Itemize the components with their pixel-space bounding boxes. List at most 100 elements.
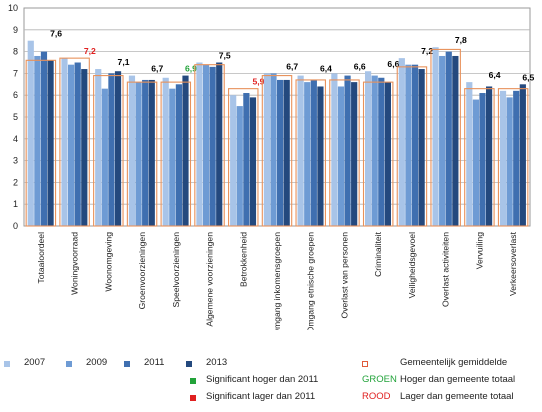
bar — [506, 97, 513, 226]
legend-average-label: Gemeentelijk gemiddelde — [400, 357, 508, 368]
data-label: 7,1 — [118, 57, 130, 67]
x-tick-label: Veiligheidsgevoel — [407, 232, 417, 299]
bar — [378, 77, 385, 226]
data-label: 7,2 — [421, 46, 433, 56]
data-label: 6,7 — [151, 64, 163, 74]
average-outline — [194, 64, 225, 227]
bar — [61, 58, 68, 226]
legend-label-sig-higher: Significant hoger dan 2011 — [206, 374, 319, 385]
x-tick-label: Speelvoorzieningen — [171, 232, 181, 308]
data-label: 7,5 — [219, 51, 231, 61]
bar — [411, 64, 419, 227]
bar — [196, 62, 203, 226]
x-tick-label: Verkeersoverlast — [508, 231, 518, 296]
legend-rood-text: Lager dan gemeente totaal — [400, 391, 514, 402]
data-label: 6,4 — [489, 70, 501, 80]
bar — [270, 73, 277, 227]
bar — [230, 95, 237, 226]
bar — [108, 73, 115, 227]
x-tick-label: Criminaliteit — [373, 231, 383, 276]
x-tick-label: Betrokkenheid — [238, 232, 248, 287]
bar — [162, 77, 169, 226]
bar — [479, 93, 486, 227]
y-tick-label: 1 — [13, 199, 18, 209]
bar — [304, 82, 311, 227]
bar — [263, 73, 270, 227]
average-outline — [396, 66, 428, 227]
y-tick-label: 0 — [13, 221, 18, 231]
bar — [27, 40, 34, 227]
y-tick-label: 10 — [8, 3, 18, 13]
bar — [135, 82, 142, 227]
data-label: 5,9 — [252, 77, 264, 87]
bar-chart: 0 1 2 3 4 5 6 7 8 9 10 7,6 Totaaloordeel 7,2 Woningvoo… — [8, 3, 535, 330]
data-label: 6,6 — [387, 59, 399, 69]
x-tick-label: Totaaloordeel — [36, 232, 46, 284]
bar — [277, 79, 284, 226]
average-outline — [329, 79, 360, 227]
bar — [148, 79, 155, 226]
bar — [432, 47, 439, 226]
y-tick-label: 2 — [13, 177, 18, 187]
bar — [344, 75, 351, 226]
legend-swatch-sig-lower — [190, 395, 196, 401]
legend-swatch-2013 — [186, 361, 192, 367]
data-label: 7,8 — [455, 35, 467, 45]
x-tick-label: Groenvoorzieningen — [137, 232, 147, 310]
bar — [384, 82, 391, 227]
average-outline — [228, 88, 259, 227]
bar — [513, 90, 520, 226]
y-tick-label: 9 — [13, 25, 18, 35]
bar — [128, 75, 136, 226]
x-tick-label: Overlast activiteiten — [441, 232, 451, 307]
average-outline — [261, 75, 293, 227]
bar — [47, 60, 54, 226]
bar — [101, 88, 108, 226]
average-outline — [464, 88, 495, 227]
data-label: 7,2 — [84, 46, 96, 56]
x-tick-label: Overlast van personen — [339, 232, 349, 319]
bar — [466, 82, 473, 227]
bar — [405, 64, 412, 227]
x-tick-label: Woonomgeving — [103, 232, 113, 292]
data-label: 6,6 — [354, 61, 366, 71]
average-outline — [295, 79, 326, 227]
bar — [337, 86, 345, 226]
legend-label-sig-lower: Significant lager dan 2011 — [206, 391, 316, 402]
average-outline — [430, 48, 461, 227]
average-outline — [25, 59, 57, 227]
data-label: 6,4 — [320, 64, 332, 74]
average-outline — [362, 81, 394, 227]
legend-label-2011: 2011 — [144, 357, 165, 368]
x-tick-label: Algemene voorzieningen — [205, 232, 215, 327]
bar — [34, 55, 41, 227]
legend-label-2009: 2009 — [86, 357, 108, 368]
bar — [175, 84, 182, 226]
average-outline — [126, 81, 158, 227]
legend-swatch-sig-higher — [190, 378, 196, 384]
bar — [81, 69, 88, 226]
bar — [499, 90, 507, 226]
bar — [243, 93, 250, 227]
data-label: 7,6 — [50, 29, 62, 39]
average-outline — [59, 57, 90, 227]
bar — [351, 82, 358, 227]
bar — [519, 84, 526, 226]
data-label: 6,7 — [286, 61, 298, 71]
bar — [310, 79, 317, 226]
bar — [445, 51, 452, 226]
legend-rood-word: ROOD — [362, 391, 391, 402]
bar — [209, 66, 216, 226]
data-label: 6,9 — [185, 64, 197, 74]
y-tick-label: 7 — [13, 68, 18, 78]
bar — [169, 88, 176, 226]
bar — [142, 79, 149, 226]
bar — [472, 99, 479, 226]
legend-groen-word: GROEN — [362, 374, 397, 385]
bar — [297, 75, 304, 226]
bar — [283, 79, 290, 226]
bar — [317, 86, 324, 226]
y-tick-label: 5 — [13, 112, 18, 122]
data-label: 6,5 — [522, 72, 534, 82]
